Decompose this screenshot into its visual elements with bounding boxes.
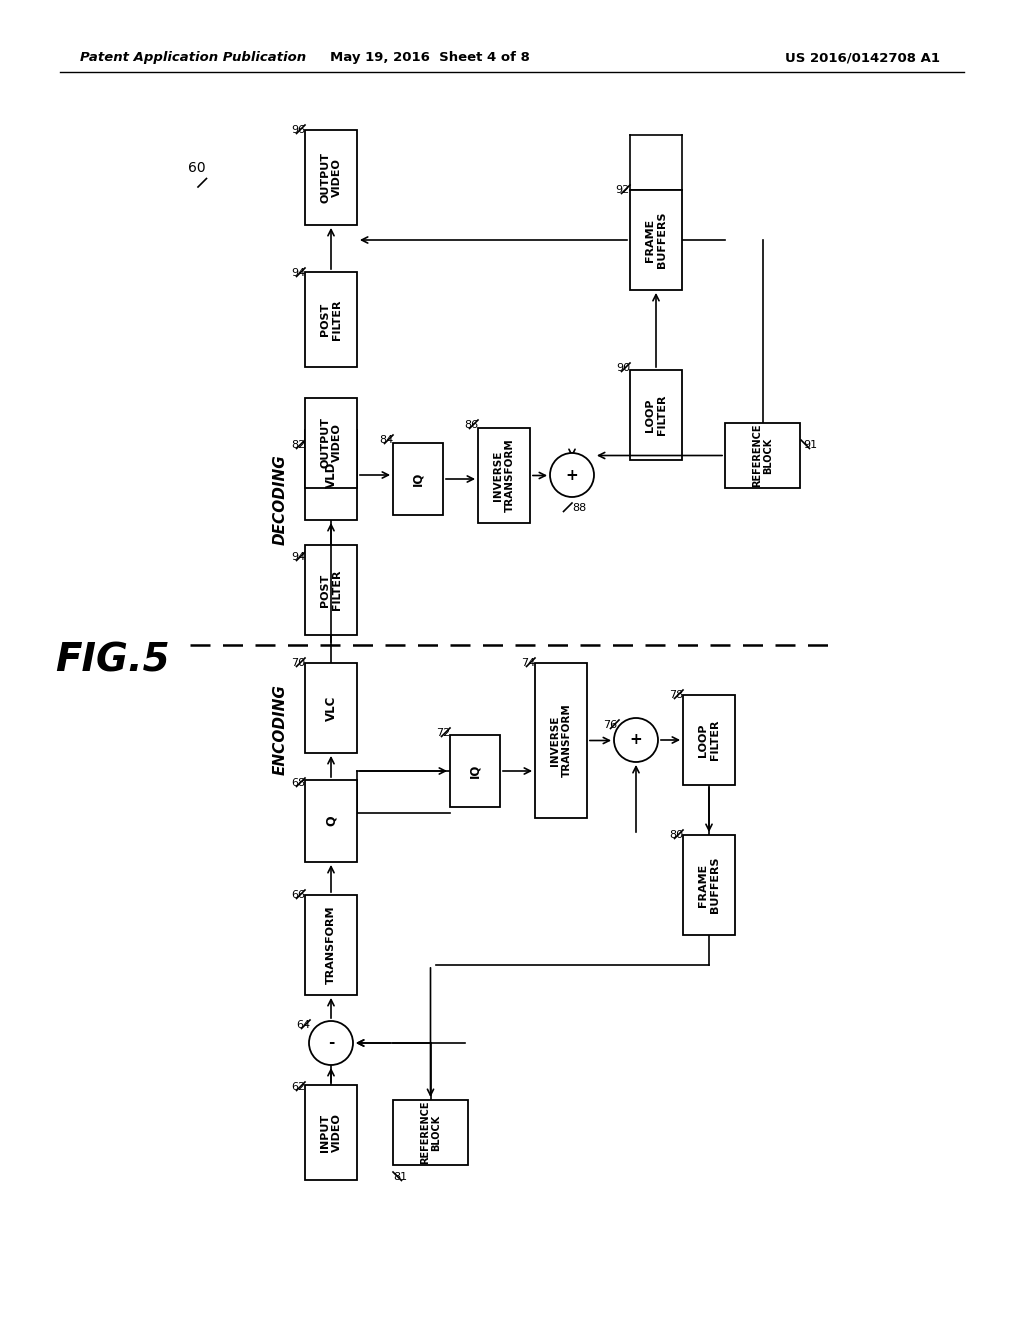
Text: INVERSE
TRANSFORM: INVERSE TRANSFORM	[494, 438, 515, 512]
Bar	[683, 836, 735, 935]
Text: INVERSE
TRANSFORM: INVERSE TRANSFORM	[550, 704, 571, 777]
Text: 94: 94	[291, 552, 305, 562]
Text: ENCODING: ENCODING	[272, 685, 288, 775]
Bar	[478, 428, 530, 523]
Text: 84: 84	[379, 436, 393, 445]
Text: FIG.5: FIG.5	[55, 642, 170, 678]
Text: FRAME
BUFFERS: FRAME BUFFERS	[645, 211, 667, 268]
Bar	[305, 663, 357, 752]
Text: 88: 88	[572, 503, 587, 513]
Text: 91: 91	[803, 440, 817, 450]
Text: LOOP
FILTER: LOOP FILTER	[698, 719, 720, 760]
Text: POST
FILTER: POST FILTER	[321, 300, 342, 339]
Bar	[305, 895, 357, 995]
Bar	[305, 272, 357, 367]
Bar	[305, 129, 357, 224]
Text: TRANSFORM: TRANSFORM	[326, 906, 336, 985]
Text: REFERENCE
BLOCK: REFERENCE BLOCK	[752, 424, 773, 487]
Text: FRAME
BUFFERS: FRAME BUFFERS	[698, 857, 720, 913]
Bar	[305, 399, 357, 488]
Text: VLC: VLC	[325, 696, 338, 721]
Text: INPUT
VIDEO: INPUT VIDEO	[321, 1113, 342, 1152]
Text: 64: 64	[296, 1020, 310, 1030]
Bar	[393, 444, 443, 515]
Text: 74: 74	[521, 657, 535, 668]
Text: POST
FILTER: POST FILTER	[321, 570, 342, 610]
Bar	[630, 370, 682, 459]
Text: +: +	[630, 733, 642, 747]
Text: 94: 94	[291, 268, 305, 279]
Bar	[450, 735, 500, 807]
Text: OUTPUT
VIDEO: OUTPUT VIDEO	[321, 417, 342, 469]
Bar	[305, 430, 357, 520]
Text: IQ: IQ	[412, 471, 425, 486]
Text: -: -	[328, 1035, 334, 1051]
Text: 92: 92	[615, 185, 630, 195]
Text: IQ: IQ	[469, 764, 481, 779]
Text: OUTPUT
VIDEO: OUTPUT VIDEO	[321, 152, 342, 203]
Bar	[535, 663, 587, 818]
Bar	[305, 780, 357, 862]
Text: 78: 78	[669, 690, 683, 700]
Text: US 2016/0142708 A1: US 2016/0142708 A1	[785, 51, 940, 65]
Bar	[725, 422, 800, 488]
Text: 82: 82	[291, 440, 305, 450]
Text: 60: 60	[188, 161, 206, 176]
Text: +: +	[565, 467, 579, 483]
Bar	[305, 545, 357, 635]
Bar	[305, 1085, 357, 1180]
Text: 90: 90	[615, 363, 630, 374]
Text: 68: 68	[291, 777, 305, 788]
Text: Q: Q	[325, 816, 338, 826]
Text: REFERENCE
BLOCK: REFERENCE BLOCK	[420, 1101, 441, 1164]
Circle shape	[550, 453, 594, 498]
Circle shape	[614, 718, 658, 762]
Text: 86: 86	[464, 420, 478, 430]
Text: 76: 76	[603, 719, 617, 730]
Bar	[393, 1100, 468, 1166]
Text: May 19, 2016  Sheet 4 of 8: May 19, 2016 Sheet 4 of 8	[330, 51, 530, 65]
Text: DECODING: DECODING	[272, 454, 288, 545]
Text: 80: 80	[669, 830, 683, 840]
Text: 70: 70	[291, 657, 305, 668]
Text: VLD: VLD	[325, 462, 338, 488]
Bar	[630, 190, 682, 290]
Text: 96: 96	[291, 125, 305, 135]
Text: 72: 72	[436, 729, 450, 738]
Text: Patent Application Publication: Patent Application Publication	[80, 51, 306, 65]
Text: LOOP
FILTER: LOOP FILTER	[645, 395, 667, 436]
Text: 66: 66	[291, 890, 305, 900]
Text: 62: 62	[291, 1082, 305, 1092]
Bar	[683, 696, 735, 785]
Circle shape	[309, 1020, 353, 1065]
Text: 81: 81	[393, 1172, 408, 1181]
